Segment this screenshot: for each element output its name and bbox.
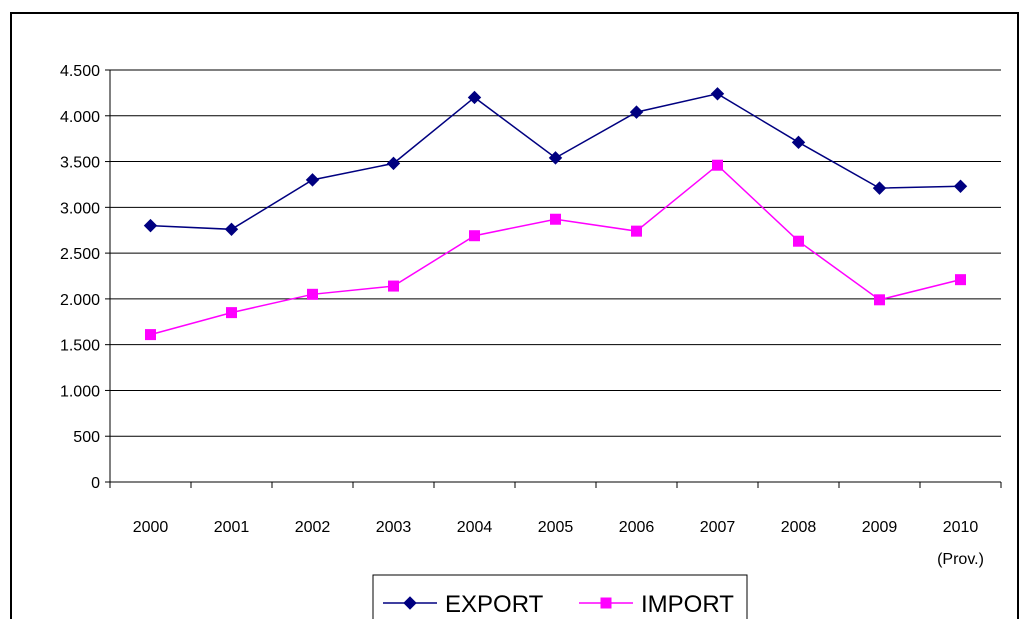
y-tick-label: 2.500 xyxy=(60,246,100,263)
export-data-point xyxy=(224,222,239,237)
y-tick-label: 500 xyxy=(73,429,100,446)
export-data-point xyxy=(143,218,158,233)
y-axis-ticks: 0 500 1.000 1.500 2.000 2.500 3.000 3.500 4.000 4… xyxy=(60,63,110,492)
legend-marker-import xyxy=(600,597,612,609)
x-tick-label: 2003 xyxy=(376,519,412,536)
export-data-point xyxy=(629,105,644,119)
export-data-point xyxy=(548,151,563,165)
axes xyxy=(109,70,1001,483)
import-data-point xyxy=(226,307,237,319)
legend-label-export: EXPORT xyxy=(445,591,544,618)
x-tick-label: 2001 xyxy=(214,519,250,536)
import-data-point xyxy=(874,294,885,306)
x-tick-label: 2002 xyxy=(295,519,331,536)
y-tick-label: 4.500 xyxy=(60,63,100,80)
export-data-point xyxy=(872,181,887,195)
import-data-point xyxy=(145,329,156,341)
import-data-point xyxy=(631,225,642,237)
x-tick-label: 2010 xyxy=(943,519,979,536)
x-tick-label: 2000 xyxy=(133,519,169,536)
legend-marker-export xyxy=(403,596,417,610)
y-tick-label: 3.500 xyxy=(60,155,100,172)
import-data-point xyxy=(550,213,561,225)
export-data-point xyxy=(467,90,482,105)
export-data-point xyxy=(386,156,401,171)
import-data-point xyxy=(388,280,399,292)
gridlines xyxy=(110,69,1001,437)
y-tick-label: 2.000 xyxy=(60,292,100,309)
import-data-point xyxy=(793,235,804,247)
y-tick-label: 4.000 xyxy=(60,109,100,126)
export-data-point xyxy=(710,87,725,101)
x-tick-label: 2005 xyxy=(538,519,574,536)
legend: EXPORT IMPORT xyxy=(372,574,748,619)
x-tick-label: 2006 xyxy=(619,519,655,536)
import-data-point xyxy=(712,159,723,171)
y-tick-label: 1.500 xyxy=(60,338,100,355)
legend-box xyxy=(372,574,748,619)
x-tick-sublabel: (Prov.) xyxy=(937,551,984,568)
export-data-point xyxy=(305,173,320,187)
y-tick-label: 0 xyxy=(91,475,100,492)
x-tick-label: 2009 xyxy=(862,519,898,536)
x-axis-ticks: 2000 2001 2002 2003 2004 2005 2006 2007 2008 2009… xyxy=(109,482,1002,568)
import-data-point xyxy=(307,288,318,300)
y-tick-label: 3.000 xyxy=(60,200,100,217)
chart-frame xyxy=(10,12,1019,619)
import-data-point xyxy=(955,274,966,286)
export-data-point xyxy=(791,135,806,150)
y-tick-label: 1.000 xyxy=(60,383,100,400)
legend-label-import: IMPORT xyxy=(641,591,734,618)
export-data-point xyxy=(953,179,968,193)
x-tick-label: 2004 xyxy=(457,519,493,536)
x-tick-label: 2007 xyxy=(700,519,736,536)
import-data-point xyxy=(469,230,480,242)
series-markers xyxy=(143,87,968,341)
x-tick-label: 2008 xyxy=(781,519,817,536)
